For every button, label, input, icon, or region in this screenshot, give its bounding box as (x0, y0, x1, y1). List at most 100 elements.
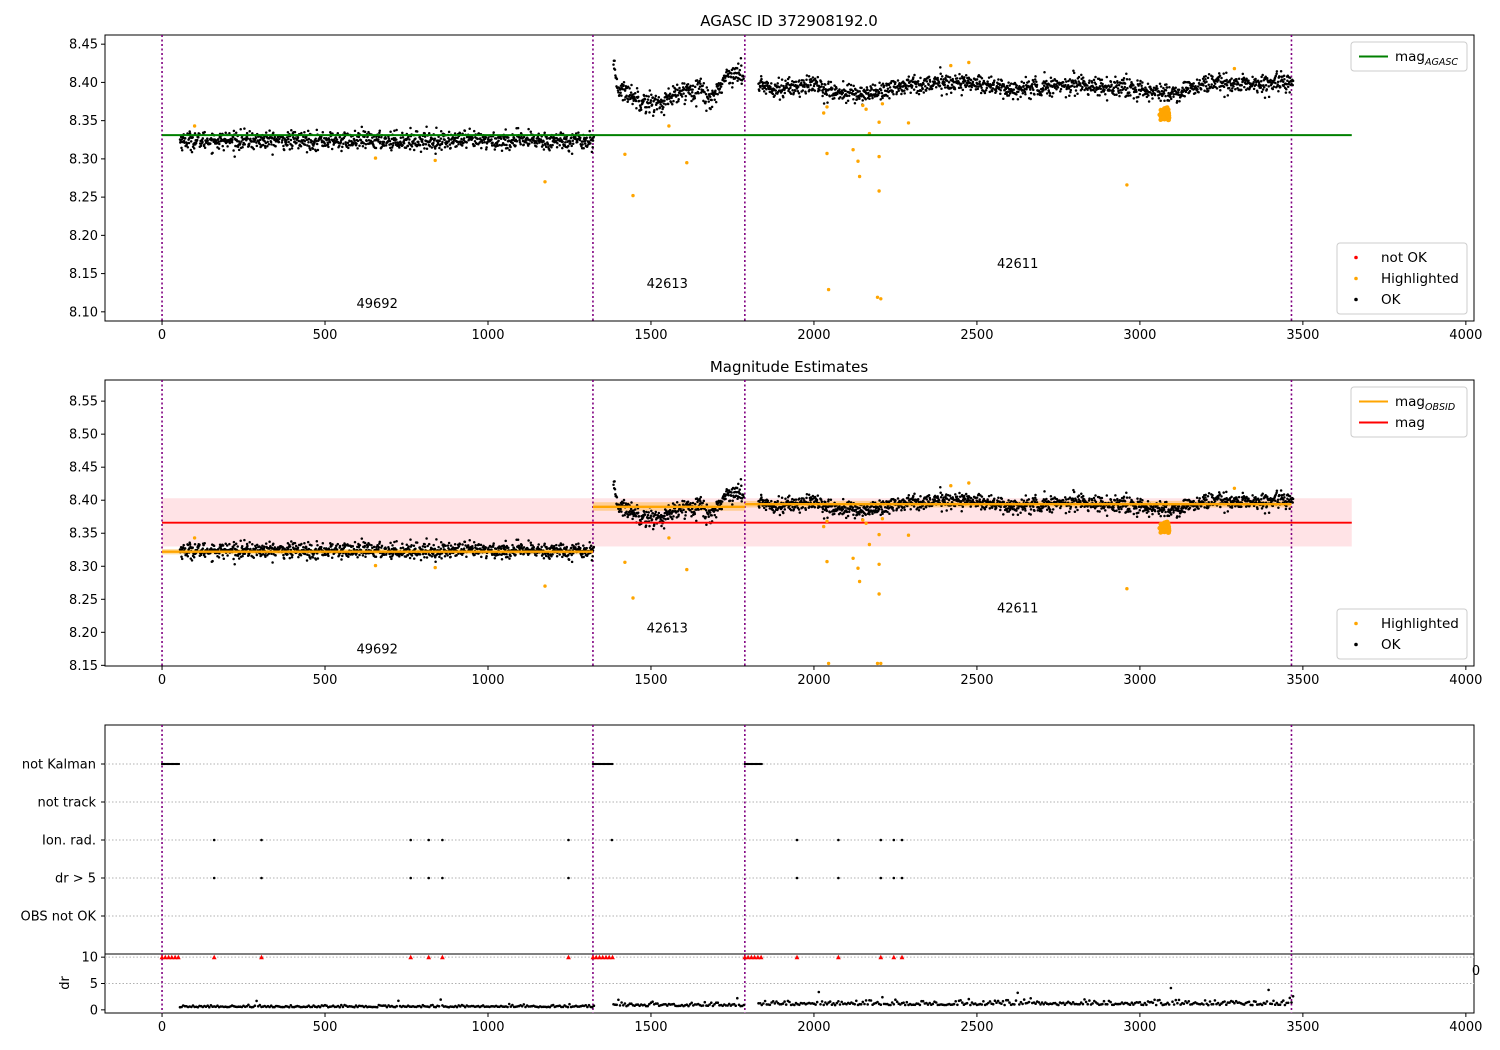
ok-point (444, 544, 447, 548)
ok-point (379, 140, 382, 144)
ok-point (845, 94, 849, 98)
highlighted-point (864, 107, 868, 111)
ok-point (493, 556, 497, 560)
ok-point (589, 142, 592, 145)
ok-point (677, 99, 680, 103)
ok-point (284, 141, 288, 144)
ok-point (189, 140, 193, 143)
ok-point (1171, 90, 1174, 94)
ok-point (203, 130, 206, 134)
highlighted-point (433, 158, 437, 163)
ok-point (716, 509, 719, 512)
ok-point (710, 98, 713, 102)
ok-point (506, 555, 509, 559)
ok-point (1105, 99, 1109, 102)
ok-point (1090, 81, 1094, 84)
ok-point (574, 135, 577, 139)
ok-point (254, 546, 258, 550)
ok-point (335, 138, 339, 141)
ok-point (705, 109, 708, 112)
ok-point (465, 555, 468, 558)
ok-point (633, 508, 637, 511)
ok-point (934, 82, 937, 85)
ok-point (1163, 99, 1166, 102)
ok-point (567, 144, 570, 148)
ok-point (964, 79, 967, 83)
ok-point (290, 540, 293, 543)
ok-point (934, 86, 938, 89)
ok-point (621, 87, 624, 91)
ok-point (349, 143, 352, 147)
ok-point (684, 98, 687, 102)
ok-point (713, 98, 716, 101)
ok-point (1184, 80, 1187, 84)
ok-point (705, 523, 708, 526)
highlighted-point (877, 154, 881, 159)
ok-point (658, 106, 662, 109)
ok-point (616, 89, 620, 92)
ok-point (544, 145, 548, 149)
highlighted-point (1163, 110, 1169, 115)
ok-point (585, 546, 588, 550)
highlighted-point (826, 287, 831, 292)
ok-point (950, 86, 953, 89)
ok-point (905, 84, 908, 87)
ok-point (579, 136, 582, 140)
highlighted-point (667, 124, 671, 128)
ok-point (783, 91, 787, 95)
ok-point (395, 540, 398, 543)
ok-point (336, 132, 340, 135)
ok-point (1137, 84, 1140, 87)
ok-point (1062, 81, 1065, 84)
top-obsid-label: 42613 (647, 277, 688, 292)
ok-point (880, 84, 883, 87)
ok-point (461, 543, 464, 546)
ok-point (691, 88, 694, 91)
ok-point (849, 83, 853, 87)
ok-point (390, 146, 394, 149)
ok-point (387, 137, 391, 140)
ok-point (1033, 78, 1037, 81)
ok-point (822, 517, 826, 520)
ok-point (306, 129, 310, 133)
ok-point (789, 92, 793, 96)
highlighted-point (1232, 66, 1237, 71)
ok-point (203, 143, 206, 146)
ok-point (1205, 80, 1208, 84)
ok-point (504, 128, 507, 131)
highlighted-point (685, 161, 689, 165)
ok-point (218, 142, 221, 146)
ok-point (565, 545, 569, 549)
ok-point (668, 508, 672, 512)
ok-point (1271, 87, 1275, 91)
ok-point (446, 145, 449, 148)
ok-point (1272, 85, 1276, 89)
ok-point (835, 87, 838, 90)
ok-point (993, 79, 996, 82)
ok-point (410, 543, 413, 547)
ok-point (737, 482, 740, 486)
highlighted-point (1161, 114, 1166, 120)
ok-point (401, 136, 405, 139)
ok-point (825, 509, 829, 513)
ok-point (225, 544, 229, 547)
ok-point (668, 97, 671, 100)
legend-entry-subscript: AGASC (1424, 57, 1458, 68)
ok-point (738, 492, 742, 495)
ok-point (914, 82, 918, 86)
ok-point (788, 75, 791, 79)
ok-point (589, 544, 593, 547)
ok-point (789, 86, 792, 90)
ok-point (690, 94, 694, 98)
ok-point (186, 555, 190, 558)
ok-point (702, 499, 706, 503)
ok-point (1284, 91, 1288, 94)
ok-point (818, 505, 821, 509)
ok-point (529, 130, 533, 133)
ok-point (1283, 77, 1286, 81)
ok-point (1103, 88, 1106, 92)
ok-point (1186, 87, 1190, 91)
ok-point (263, 545, 266, 548)
ok-point (760, 496, 763, 499)
ok-point (277, 140, 281, 144)
